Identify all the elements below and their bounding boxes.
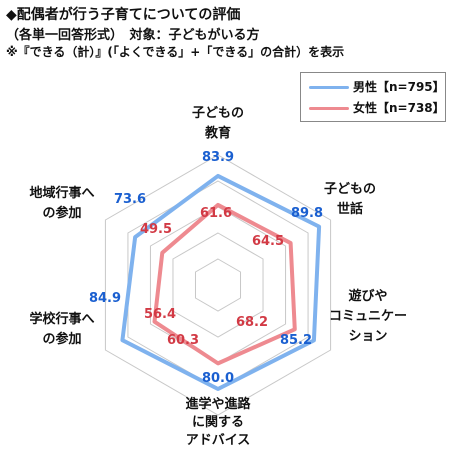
data-label-male: 84.9 — [89, 291, 121, 306]
category-label: 地域行事へ — [29, 185, 94, 201]
category-label: 世話 — [337, 201, 363, 217]
legend-swatch-male — [309, 86, 349, 89]
category-label: ション — [348, 329, 387, 344]
category-label: 子どもの — [324, 182, 376, 197]
series-line-female — [152, 202, 297, 366]
series-line-male — [120, 173, 322, 391]
category-label: に関する — [192, 415, 244, 430]
data-label-male: 89.8 — [291, 206, 323, 221]
category-label: の参加 — [42, 331, 81, 347]
category-label: の参加 — [42, 205, 81, 221]
legend-item-female: 女性【n=738】 — [301, 98, 445, 118]
data-label-female: 61.6 — [200, 206, 232, 221]
grid-ring-20 — [194, 258, 242, 312]
category-label: 学校行事へ — [29, 311, 94, 327]
data-label-male: 73.6 — [114, 192, 146, 207]
category-label: 教育 — [204, 125, 231, 141]
data-label-male: 85.2 — [280, 333, 312, 348]
category-label: コミュニケー — [329, 309, 407, 324]
category-label: 子どもの — [192, 106, 244, 121]
legend-label-male: 男性【n=795】 — [353, 80, 445, 94]
data-label-female: 49.5 — [140, 222, 172, 237]
data-label-female: 56.4 — [144, 307, 176, 322]
data-label-female: 60.3 — [167, 333, 199, 348]
category-label: アドバイス — [186, 433, 251, 448]
chart-title: ◆配偶者が行う子育てについての評価 — [6, 7, 241, 23]
grid-ring-40 — [172, 232, 264, 338]
legend: 男性【n=795】 女性【n=738】 — [300, 72, 446, 122]
legend-item-male: 男性【n=795】 — [301, 77, 445, 97]
category-label: 遊びや — [348, 288, 387, 304]
chart-subtitle: （各単一回答形式） 対象：子どもがいる方 — [6, 28, 260, 43]
grid-ring-100 — [104, 154, 332, 416]
data-label-female: 64.5 — [252, 234, 284, 249]
category-label: 進学や進路 — [185, 396, 251, 412]
legend-label-female: 女性【n=738】 — [353, 101, 445, 115]
data-label-male: 80.0 — [202, 371, 234, 386]
chart-note: ※『できる（計）』(「よくできる」+「できる」の合計）を表示 — [6, 45, 345, 59]
data-label-male: 83.9 — [202, 150, 234, 165]
data-label-female: 68.2 — [236, 315, 268, 330]
legend-swatch-female — [309, 107, 349, 110]
